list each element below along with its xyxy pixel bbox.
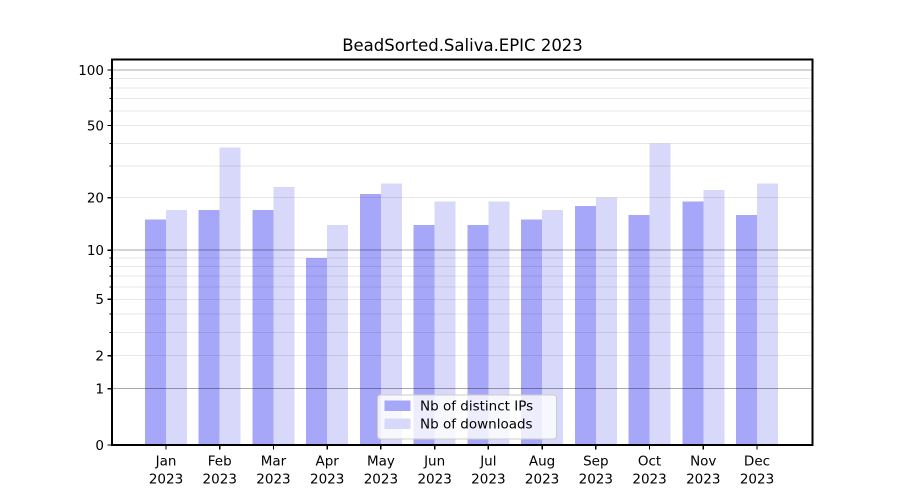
bar-downloads-nov	[703, 190, 725, 445]
y-tick-label: 0	[95, 438, 104, 454]
x-tick-label-year: 2023	[632, 472, 666, 488]
bar-downloads-jan	[166, 210, 187, 445]
x-tick-label-month: May	[367, 454, 395, 470]
bar-downloads-feb	[219, 147, 241, 445]
bar-distinct-ips-sep	[574, 205, 596, 445]
x-tick-label-year: 2023	[525, 472, 559, 488]
legend: Nb of distinct IPs Nb of downloads	[377, 394, 557, 440]
x-tick-label-year: 2023	[740, 472, 774, 488]
bar-downloads-jul	[488, 201, 510, 445]
y-tick-label: 5	[95, 292, 104, 308]
bar-downloads-may	[380, 183, 402, 446]
bar-distinct-ips-feb	[198, 210, 220, 445]
x-tick-label-year: 2023	[149, 472, 183, 488]
x-tick-label-month: Jul	[479, 454, 496, 470]
x-tick-label-month: Dec	[744, 454, 770, 470]
x-tick-label-month: Nov	[690, 454, 716, 470]
x-tick-label-year: 2023	[686, 472, 720, 488]
axes-layer: 0 1 2 5 10 20 50 100 Jan 2023 Feb 2023 Mar 2023 Apr 202…	[78, 58, 814, 488]
legend-label-distinct-ips: Nb of distinct IPs	[420, 399, 533, 415]
x-tick-label-month: Mar	[261, 454, 287, 470]
y-tick-label: 2	[95, 349, 104, 365]
legend-box	[377, 394, 557, 440]
bar-distinct-ips-nov	[682, 201, 704, 445]
x-tick-label-month: Feb	[208, 454, 232, 470]
x-tick-label-month: Aug	[529, 454, 555, 470]
x-tick-label-month: Jun	[423, 454, 445, 470]
x-tick-label-month: Jan	[155, 454, 177, 470]
legend-swatch-distinct-ips	[384, 400, 411, 411]
x-tick-label-year: 2023	[471, 472, 505, 488]
x-tick-label-month: Apr	[316, 454, 340, 470]
x-tick-label-year: 2023	[417, 472, 451, 488]
bar-downloads-mar	[273, 186, 295, 445]
x-tick-label-year: 2023	[256, 472, 290, 488]
bar-distinct-ips-dec	[735, 214, 757, 445]
bar-distinct-ips-aug	[521, 219, 543, 445]
bar-distinct-ips-jul	[467, 224, 489, 445]
y-tick-label: 20	[87, 190, 104, 206]
legend-swatch-downloads	[384, 418, 411, 429]
x-tick-label-year: 2023	[203, 472, 237, 488]
bar-distinct-ips-jun	[413, 224, 435, 445]
bars-layer	[145, 143, 778, 446]
bar-downloads-apr	[327, 224, 349, 445]
bar-downloads-sep	[595, 197, 617, 445]
y-tick-label: 50	[87, 118, 104, 134]
bar-downloads-dec	[756, 183, 778, 446]
bar-downloads-oct	[649, 143, 671, 445]
legend-label-downloads: Nb of downloads	[420, 417, 533, 433]
bar-distinct-ips-mar	[252, 210, 274, 445]
bar-distinct-ips-may	[359, 193, 381, 445]
x-tick-label-year: 2023	[364, 472, 398, 488]
x-tick-label-month: Sep	[583, 454, 608, 470]
bar-distinct-ips-apr	[306, 257, 328, 445]
bar-downloads-jun	[434, 201, 456, 445]
x-tick-label-year: 2023	[579, 472, 613, 488]
x-tick-label-year: 2023	[310, 472, 344, 488]
bar-distinct-ips-oct	[628, 214, 650, 445]
bar-distinct-ips-jan	[145, 219, 166, 445]
y-tick-label: 10	[87, 243, 104, 259]
chart-title: BeadSorted.Saliva.EPIC 2023	[342, 36, 583, 55]
y-tick-label: 1	[95, 381, 104, 397]
plot-border	[111, 58, 814, 446]
x-tick-label-month: Oct	[638, 454, 661, 470]
y-tick-label: 100	[78, 63, 104, 79]
bar-downloads-aug	[542, 210, 564, 445]
gridlines-layer	[112, 69, 813, 390]
